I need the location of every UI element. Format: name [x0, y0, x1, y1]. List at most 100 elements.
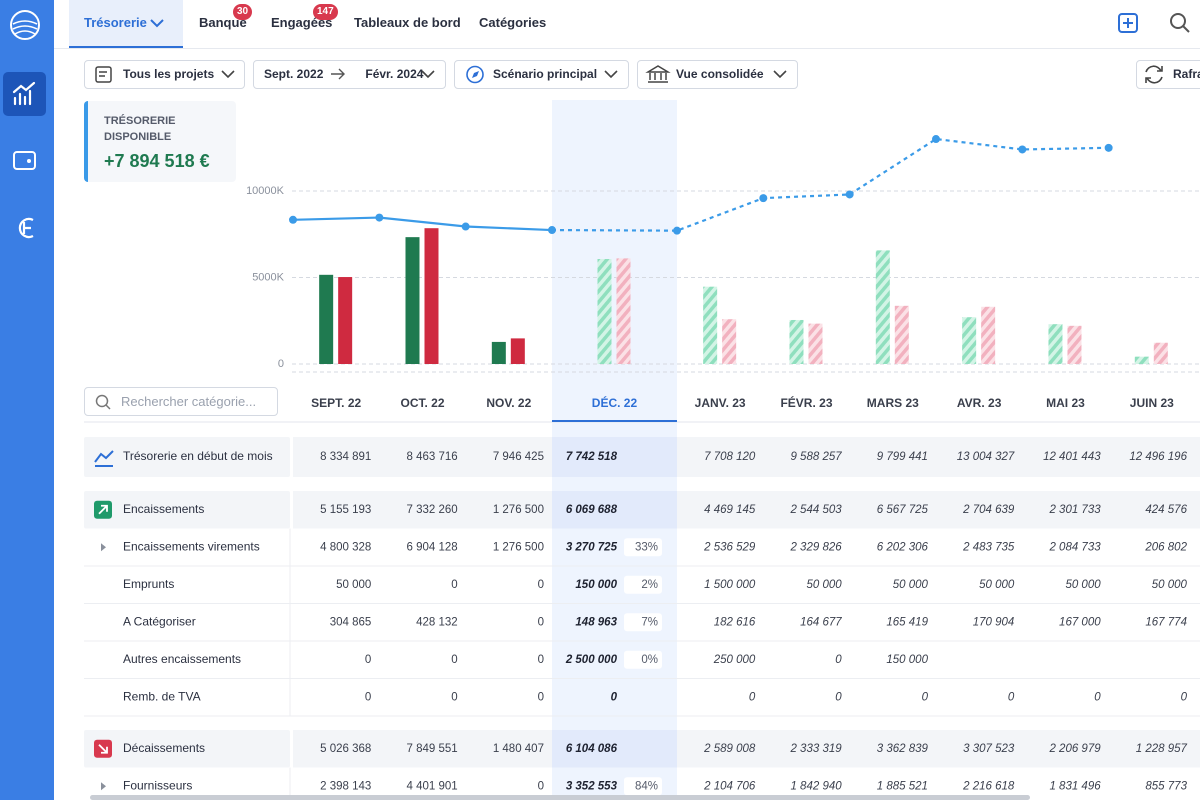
cell-value: 150 000: [575, 579, 617, 591]
row-label: Emprunts: [123, 577, 174, 591]
cell-value: 167 774: [1145, 616, 1187, 628]
cell-value: 855 773: [1145, 780, 1187, 792]
bar: [875, 250, 890, 364]
row-label: Encaissements: [123, 502, 204, 516]
categories-icon[interactable]: [18, 217, 34, 239]
search-button[interactable]: [1169, 12, 1191, 34]
cell-value: 2 500 000: [565, 654, 618, 666]
bar: [962, 317, 977, 364]
tab-label: Banque: [199, 15, 247, 30]
search-box[interactable]: Rechercher catégorie...: [84, 387, 278, 416]
cell-value: 424 576: [1145, 504, 1187, 516]
pct-pill: [623, 575, 662, 594]
badge: 30: [233, 4, 253, 20]
bar: [722, 319, 737, 364]
bar: [338, 277, 353, 364]
line-point: [289, 215, 297, 224]
active-nav[interactable]: [3, 72, 46, 116]
cell-value: 2 301 733: [1048, 504, 1101, 516]
cell-value: 0: [749, 691, 756, 703]
bar: [808, 323, 823, 364]
month-header: OCT. 22: [400, 396, 444, 410]
cell-value: 50 000: [1065, 579, 1101, 591]
refresh-button[interactable]: Rafraîchir: [1136, 60, 1200, 89]
cell-value: 2 084 733: [1048, 541, 1101, 553]
row-label: Remb. de TVA: [123, 689, 201, 703]
cell-value: 0: [611, 691, 618, 703]
wallet-icon[interactable]: [13, 151, 36, 170]
selected-cell: [551, 437, 677, 477]
cell-value: 6 202 306: [877, 541, 929, 553]
cell-value: 3 307 523: [963, 743, 1015, 755]
sidebar-icons: [3, 10, 46, 239]
chart-icon[interactable]: [12, 81, 36, 106]
period-filter[interactable]: Sept. 2022 Févr. 2024: [253, 60, 446, 89]
project-filter[interactable]: Tous les projets: [84, 60, 245, 89]
nav-tab[interactable]: Engagées 147: [271, 0, 338, 48]
line-point: [845, 190, 854, 199]
row-label: Trésorerie en début de mois: [123, 449, 273, 463]
cell-value: 2 589 008: [703, 743, 756, 755]
nav-tab[interactable]: Tableaux de bord: [354, 0, 461, 48]
cell-value: 2 398 143: [320, 780, 371, 792]
search-placeholder: Rechercher catégorie...: [121, 394, 257, 409]
label-cell: [84, 491, 290, 529]
cell-value: 2 704 639: [962, 504, 1015, 516]
cell-value: 7 708 120: [704, 451, 756, 463]
cell-value: 0: [538, 654, 544, 666]
bar: [319, 274, 334, 364]
cell-value: 1 831 496: [1049, 780, 1101, 792]
cell-value: 9 588 257: [790, 451, 842, 463]
cell-value: 0: [538, 691, 544, 703]
filter-icons: [331, 68, 435, 80]
cell-value: 170 904: [973, 616, 1015, 628]
cell-value: 0: [365, 654, 371, 666]
y-tick-label: 10000K: [246, 185, 285, 197]
label-cell: [84, 437, 290, 477]
sidebar: [0, 0, 54, 800]
pct-pill: [623, 613, 662, 632]
cell-value: 9 799 441: [877, 451, 928, 463]
row-icon-arrow: [98, 504, 108, 515]
filter-label: Tous les projets: [123, 67, 215, 81]
badge: 147: [313, 4, 338, 20]
nav-tab[interactable]: Banque 30: [199, 0, 253, 48]
month-header: JUIN 23: [1130, 396, 1174, 410]
cell-value: 6 069 688: [566, 504, 618, 516]
cell-value: 4 800 328: [320, 541, 371, 553]
cell-value: 206 802: [1144, 541, 1187, 553]
cell-value: 0: [451, 579, 457, 591]
cell-value: 0: [365, 691, 371, 703]
bar: [1134, 356, 1149, 364]
line-point: [375, 213, 384, 222]
add-button[interactable]: [1117, 12, 1139, 34]
line-point: [759, 194, 768, 203]
cell-value: 3 270 725: [566, 541, 618, 553]
cell-value: 2 216 618: [962, 780, 1015, 792]
scenario-filter[interactable]: Scénario principal: [454, 60, 629, 89]
month-header: SEPT. 22: [311, 396, 361, 410]
month-header: JANV. 23: [695, 396, 746, 410]
cell-value: 7 849 551: [406, 743, 457, 755]
cell-value: 0: [538, 616, 544, 628]
cell-value: 2 544 503: [789, 504, 842, 516]
cell-value: 0: [1094, 691, 1101, 703]
cell-value: 0: [538, 780, 544, 792]
row-bg: [293, 437, 1200, 477]
nav-tab[interactable]: Trésorerie: [69, 0, 183, 48]
cell-value: 428 132: [416, 616, 458, 628]
view-filter[interactable]: Vue consolidée: [637, 60, 798, 89]
cell-value: 5 155 193: [320, 504, 371, 516]
cell-value: 50 000: [806, 579, 842, 591]
cell-value: 8 463 716: [406, 451, 457, 463]
bar: [616, 258, 631, 364]
cell-value: 0: [451, 691, 457, 703]
cell-value: 182 616: [714, 616, 756, 628]
cell-value: 0: [922, 691, 929, 703]
bar: [491, 341, 506, 364]
selected-cell: [551, 491, 677, 529]
filter-icons: [466, 65, 618, 84]
cell-value: 1 228 957: [1136, 743, 1188, 755]
nav-tab[interactable]: Catégories: [479, 0, 546, 48]
